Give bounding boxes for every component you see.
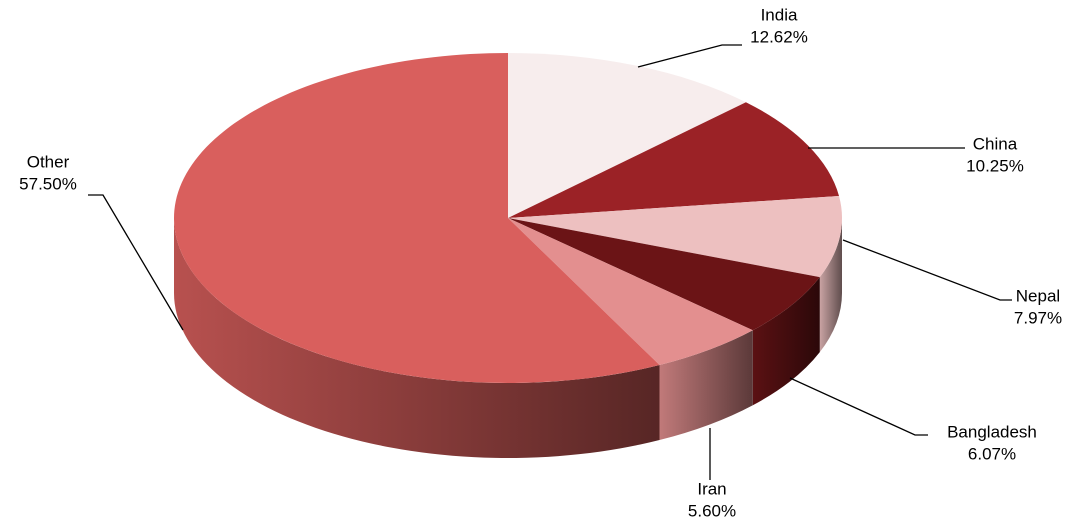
slice-side: [174, 218, 660, 458]
leader-line: [789, 377, 928, 436]
slice-value-label: 10.25%: [966, 156, 1024, 175]
slice-value-label: 7.97%: [1014, 308, 1062, 327]
slice-label: Other: [27, 152, 70, 171]
slice: [174, 53, 660, 383]
slice-label: Iran: [697, 479, 726, 498]
slice: [508, 53, 746, 218]
slice-label: Bangladesh: [947, 422, 1037, 441]
slice: [508, 218, 753, 366]
slice-value-label: 57.50%: [19, 174, 77, 193]
slice-value-label: 12.62%: [750, 27, 808, 46]
slice: [508, 102, 840, 218]
slice-label: China: [973, 134, 1018, 153]
leader-line: [88, 194, 184, 331]
slice-side: [659, 330, 753, 441]
slice-side: [752, 277, 820, 406]
leader-line: [842, 239, 1012, 301]
slice-side: [819, 218, 843, 353]
slice-label: Nepal: [1016, 286, 1060, 305]
leader-line: [637, 44, 742, 68]
slice: [508, 195, 842, 278]
slice-value-label: 5.60%: [688, 501, 736, 520]
slice-label: India: [761, 5, 798, 24]
slice: [508, 218, 820, 331]
slice-value-label: 6.07%: [968, 444, 1016, 463]
